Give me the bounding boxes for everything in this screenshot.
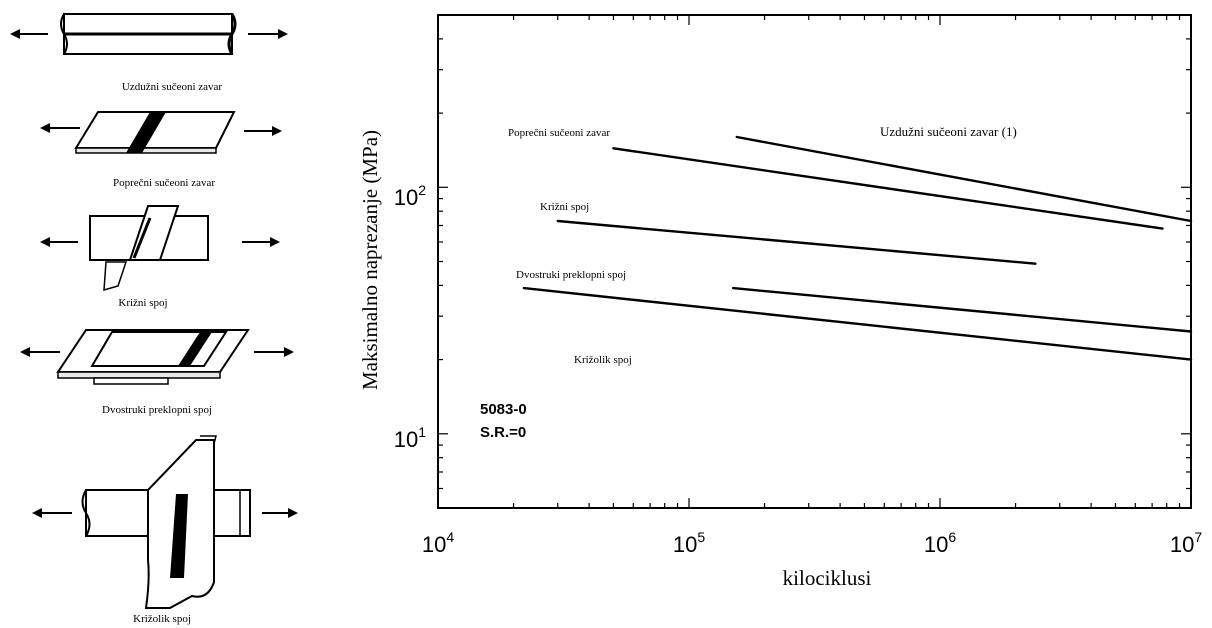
lower-lap-plate <box>93 377 169 385</box>
right-arrowhead <box>278 29 288 39</box>
svg-text:102: 102 <box>394 182 426 210</box>
right-arrowhead <box>272 126 282 136</box>
series-label-uzduzni: Uzdužni sučeoni zavar (1) <box>880 124 1017 139</box>
x-tick-label: 107 <box>1170 529 1202 557</box>
plot-frame <box>437 14 1192 509</box>
series-label-dvostruki: Dvostruki preklopni spoj <box>516 269 626 281</box>
x-axis-label: kilociklusi <box>783 566 872 590</box>
svg-text:104: 104 <box>422 529 454 557</box>
specimen-caption-poprecni: Poprečni sučeoni zavar <box>113 177 215 189</box>
vertical-plate-edge <box>200 435 217 445</box>
series-label-poprecni: Poprečni sučeoni zavar <box>508 127 610 139</box>
specimen-poprecni-sketch <box>40 111 282 154</box>
left-arrowhead <box>40 123 50 133</box>
svg-text:107: 107 <box>1170 529 1202 557</box>
specimen-krizni-sketch <box>40 205 280 292</box>
weld-fillet <box>132 217 152 259</box>
cross-plate-tail <box>103 261 128 292</box>
y-tick-label: 102 <box>394 182 426 210</box>
x-tick-label: 106 <box>924 529 956 557</box>
series-line-4 <box>522 286 1193 361</box>
svg-text:101: 101 <box>394 424 426 452</box>
right-arrowhead <box>284 347 294 357</box>
weld-band <box>178 332 212 366</box>
plate-break-left <box>60 13 68 55</box>
series-label-krizolik: Križolik spoj <box>574 354 632 366</box>
series-line-3 <box>732 286 1193 333</box>
annotation-material: 5083-0 <box>480 401 527 418</box>
plate-break-left <box>81 489 91 537</box>
specimen-uzduzni-sketch <box>10 13 288 55</box>
series-line-1 <box>612 147 1164 230</box>
y-axis-label: Maksimalno naprezanje (MPa) <box>358 130 382 390</box>
specimen-panel: Uzdužni sučeoni zavar Poprečni sučeoni z… <box>10 13 298 625</box>
series-label-krizni: Križni spoj <box>540 201 589 213</box>
annotation-sr: S.R.=0 <box>480 424 526 441</box>
series-layer <box>522 135 1193 361</box>
y-tick-label: 101 <box>394 424 426 452</box>
series-line-2 <box>556 219 1037 265</box>
x-tick-label: 104 <box>422 529 454 557</box>
base-plate-edge <box>57 371 221 379</box>
left-arrowhead <box>10 29 20 39</box>
right-arrowhead <box>270 237 280 247</box>
weld-fillet <box>170 494 188 578</box>
left-arrowhead <box>40 237 50 247</box>
left-arrowhead <box>32 508 42 518</box>
svg-text:106: 106 <box>924 529 956 557</box>
right-arrowhead <box>288 508 298 518</box>
cross-plate <box>128 205 180 261</box>
minor-ticks <box>437 14 1191 509</box>
plate-break-right <box>227 13 237 55</box>
weld-band <box>126 112 166 153</box>
specimen-dvostruki-sketch <box>20 329 294 385</box>
chart: 104 105 106 107 101 102 kilociklusi Maks… <box>358 14 1202 590</box>
left-arrowhead <box>20 347 30 357</box>
specimen-caption-uzduzni: Uzdužni sučeoni zavar <box>122 81 223 93</box>
specimen-caption-krizni: Križni spoj <box>118 297 167 309</box>
specimen-krizolik-sketch <box>32 435 298 609</box>
specimen-caption-dvostruki: Dvostruki preklopni spoj <box>102 404 212 416</box>
specimen-caption-krizolik: Križolik spoj <box>133 613 191 625</box>
plate-edge <box>75 147 217 154</box>
series-line-0 <box>735 135 1193 223</box>
x-tick-label: 105 <box>673 529 705 557</box>
svg-text:105: 105 <box>673 529 705 557</box>
